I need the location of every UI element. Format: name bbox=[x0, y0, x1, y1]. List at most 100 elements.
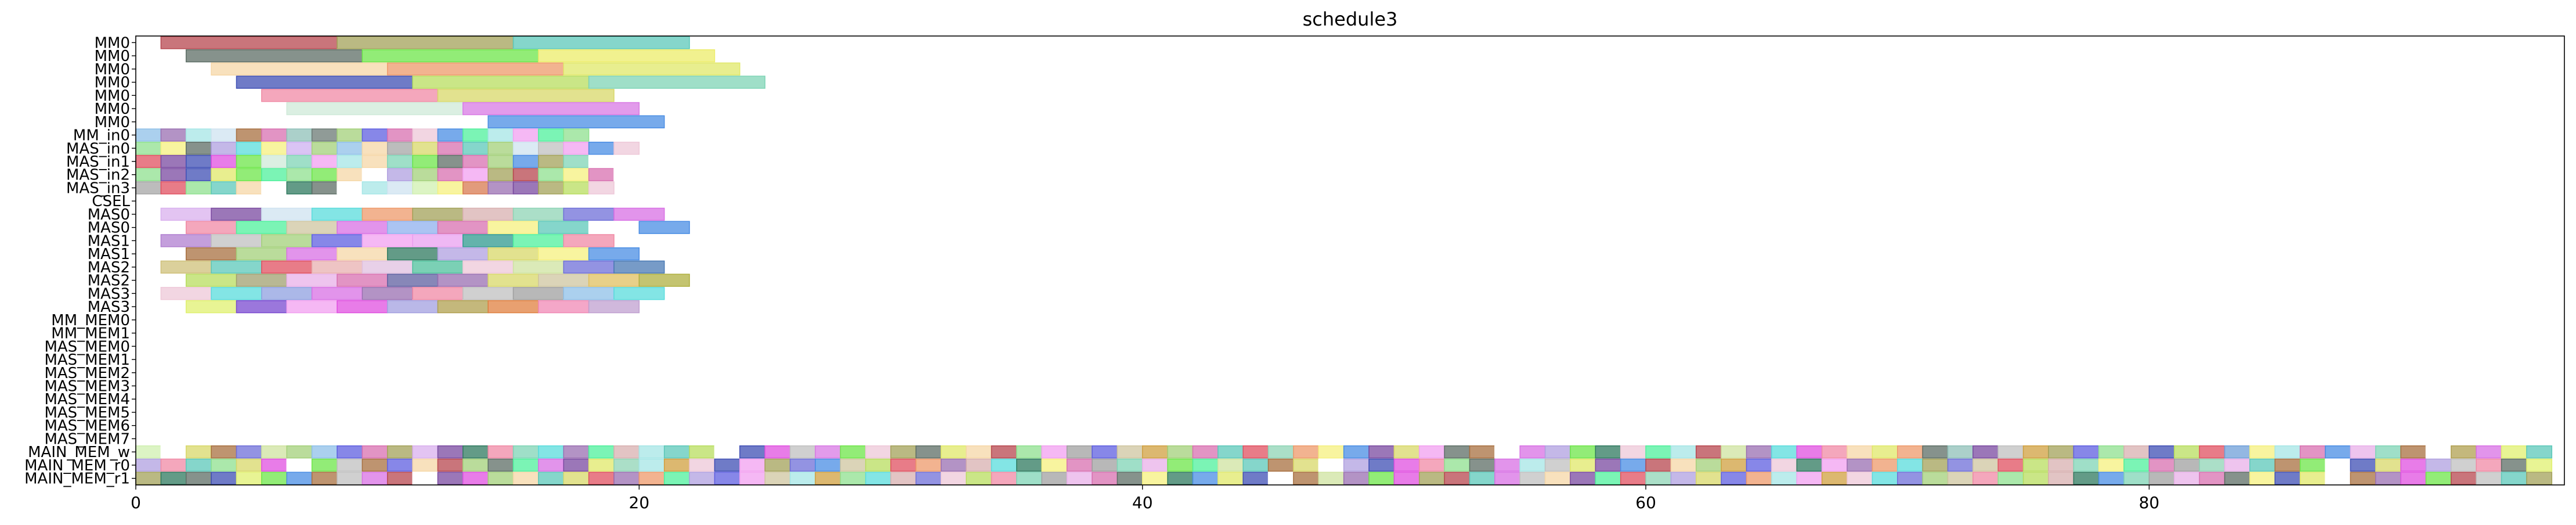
task-bar bbox=[563, 287, 615, 300]
task-bar bbox=[512, 181, 539, 195]
task-bar bbox=[1066, 458, 1093, 472]
task-bar bbox=[1393, 445, 1420, 459]
task-bar bbox=[840, 458, 866, 472]
task-bar bbox=[487, 181, 514, 195]
task-bar bbox=[890, 458, 917, 472]
task-bar bbox=[286, 154, 313, 168]
task-bar bbox=[2451, 445, 2477, 459]
task-bar bbox=[588, 154, 615, 168]
task-bar bbox=[2451, 458, 2477, 472]
task-bar bbox=[1016, 458, 1042, 472]
task-bar bbox=[1796, 458, 1823, 472]
task-bar bbox=[2123, 472, 2150, 485]
y-tick-label: MAS0 bbox=[88, 220, 130, 237]
task-bar bbox=[512, 287, 565, 300]
task-bar bbox=[160, 181, 187, 195]
task-bar bbox=[1066, 472, 1093, 485]
task-bar bbox=[236, 154, 262, 168]
task-bar bbox=[1368, 472, 1395, 485]
task-bar bbox=[739, 445, 765, 459]
task-bar bbox=[890, 445, 917, 459]
task-bar bbox=[286, 142, 313, 155]
task-bar bbox=[1922, 445, 1949, 459]
task-bar bbox=[1242, 445, 1269, 459]
task-bar bbox=[2299, 472, 2326, 485]
task-bar bbox=[1595, 458, 1621, 472]
task-bar bbox=[512, 168, 539, 181]
task-bar bbox=[236, 274, 287, 287]
y-axis: MM0MM0MM0MM0MM0MM0MM0MM_in0MAS_in0MAS_in… bbox=[24, 34, 136, 488]
task-bar bbox=[362, 154, 388, 168]
task-bar bbox=[512, 207, 565, 221]
task-bar bbox=[1167, 472, 1194, 485]
task-bar bbox=[588, 168, 615, 181]
task-bar bbox=[362, 181, 388, 195]
task-bar bbox=[966, 445, 992, 459]
task-bar bbox=[1343, 445, 1370, 459]
task-bar bbox=[463, 142, 489, 155]
task-bar bbox=[1066, 445, 1093, 459]
task-bar bbox=[512, 458, 539, 472]
task-bar bbox=[463, 181, 489, 195]
task-bar bbox=[337, 168, 363, 181]
task-bar bbox=[236, 472, 262, 485]
task-bar bbox=[463, 102, 640, 116]
task-bar bbox=[1393, 472, 1420, 485]
task-bar bbox=[2249, 472, 2276, 485]
task-bar bbox=[512, 445, 539, 459]
task-bar bbox=[386, 247, 439, 261]
task-bar bbox=[1570, 458, 1596, 472]
task-bar bbox=[1897, 458, 1923, 472]
y-tick-label: MAS3 bbox=[88, 299, 130, 316]
task-bar bbox=[1972, 472, 1999, 485]
task-bar bbox=[286, 128, 313, 142]
task-bar bbox=[1167, 458, 1194, 472]
task-bar bbox=[437, 300, 489, 314]
task-bar bbox=[286, 458, 313, 472]
task-bar bbox=[337, 181, 363, 195]
y-tick-label: MAS_MEM1 bbox=[44, 351, 130, 369]
y-tick-label: MAS_MEM0 bbox=[44, 338, 130, 355]
task-bar bbox=[2501, 445, 2527, 459]
task-bar bbox=[487, 445, 514, 459]
task-bar bbox=[1494, 472, 1520, 485]
task-bar bbox=[236, 221, 287, 234]
task-bar bbox=[185, 142, 212, 155]
task-bar bbox=[1469, 458, 1495, 472]
task-bar bbox=[1494, 445, 1520, 459]
task-bar bbox=[487, 154, 514, 168]
task-bar bbox=[311, 168, 338, 181]
task-bar bbox=[487, 247, 539, 261]
task-bar bbox=[311, 234, 363, 247]
task-bar bbox=[538, 154, 565, 168]
task-bar bbox=[538, 472, 565, 485]
task-bar bbox=[211, 458, 237, 472]
task-bar bbox=[2123, 458, 2150, 472]
task-bar bbox=[236, 300, 287, 314]
y-tick-label: MM0 bbox=[95, 100, 130, 118]
task-bar bbox=[714, 472, 740, 485]
task-bar bbox=[2073, 445, 2100, 459]
task-bar bbox=[337, 445, 363, 459]
task-bar bbox=[185, 221, 237, 234]
task-bar bbox=[2274, 445, 2301, 459]
task-bar bbox=[1167, 445, 1194, 459]
task-bar bbox=[160, 445, 187, 459]
task-bar bbox=[1997, 472, 2024, 485]
y-tick-label: MAS2 bbox=[88, 272, 130, 290]
task-bar bbox=[1947, 472, 1974, 485]
task-bar bbox=[1997, 445, 2024, 459]
task-bar bbox=[160, 458, 187, 472]
task-bar bbox=[337, 300, 388, 314]
task-bar bbox=[261, 181, 287, 195]
task-bar bbox=[412, 260, 464, 274]
task-bar bbox=[638, 472, 665, 485]
task-bar bbox=[261, 260, 313, 274]
y-tick-label: MAS3 bbox=[88, 285, 130, 303]
chart-title: schedule3 bbox=[1302, 8, 1398, 30]
x-tick-label: 60 bbox=[1635, 493, 1656, 512]
task-bar bbox=[463, 207, 514, 221]
task-bar bbox=[588, 221, 640, 234]
task-bar bbox=[185, 181, 212, 195]
